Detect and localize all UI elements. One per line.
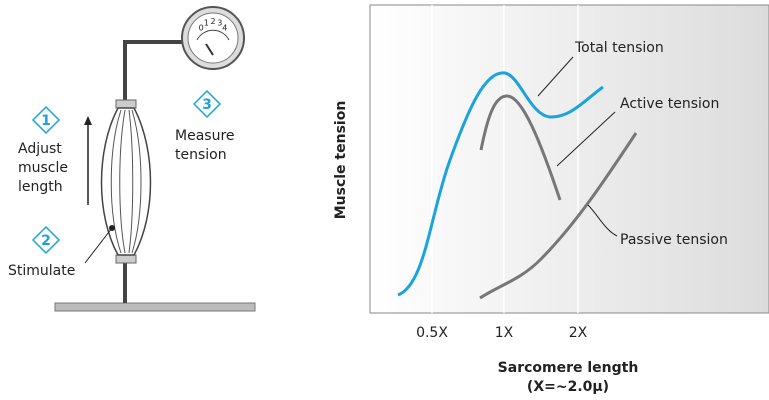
passive-curve — [479, 132, 638, 300]
leader — [537, 56, 574, 97]
muscle-fibers — [110, 109, 142, 254]
x-tick-label: 1X — [495, 325, 514, 341]
gauge-number: 4 — [222, 23, 227, 32]
active-curve — [479, 94, 562, 201]
gauge-number: 3 — [217, 19, 222, 28]
base-plate — [54, 302, 256, 312]
gauge-needle — [205, 43, 214, 56]
gauge-face — [187, 12, 239, 64]
electrode — [109, 225, 115, 231]
curve-label: Passive tension — [620, 232, 728, 248]
step-number: 3 — [202, 97, 212, 113]
x-axis-label: (X=~2.0μ) — [527, 379, 609, 395]
step-number: 2 — [41, 233, 51, 249]
apparatus: 01 2 34 1Adjustmusclelength2Stimulate3Meas… — [8, 6, 256, 312]
x-tick-label: 0.5X — [416, 325, 448, 341]
step-label: Adjust — [18, 141, 62, 157]
step-badge — [192, 89, 222, 119]
plot-area — [369, 4, 769, 314]
pipe — [123, 40, 185, 100]
arrowhead — [84, 116, 92, 125]
curve-label: Total tension — [574, 40, 664, 56]
gauge-number: 2 — [210, 17, 215, 26]
step-label: Stimulate — [8, 263, 75, 279]
gauge-number: 1 — [204, 19, 209, 28]
step-label: tension — [175, 147, 227, 163]
step-badge — [31, 225, 61, 255]
y-axis-label: Muscle tension — [333, 101, 349, 220]
gauge-number: 0 — [199, 23, 204, 32]
tension-chart: Total tension Active tension Passive ten… — [333, 4, 769, 395]
step-badge — [31, 105, 61, 135]
leader — [556, 111, 616, 167]
stimulate-leader — [84, 227, 113, 264]
x-axis-label: Sarcomere length — [498, 360, 639, 376]
leader — [587, 204, 618, 237]
muscle — [100, 107, 152, 256]
gauge-numbers: 01 2 34 — [199, 17, 228, 32]
curve-label: Active tension — [620, 96, 719, 112]
top-clamp — [115, 99, 137, 109]
step-number: 1 — [41, 113, 51, 129]
bottom-clamp — [115, 254, 137, 264]
step-label: length — [18, 179, 63, 195]
total-curve — [397, 71, 604, 297]
x-tick-label: 2X — [569, 325, 588, 341]
step-label: muscle — [18, 160, 68, 176]
step-label: Measure — [175, 128, 235, 144]
steps: 1 Adjust muscle length 2 Stimulate 3 Measure ten… — [8, 89, 235, 279]
gauge-arc — [196, 29, 230, 41]
